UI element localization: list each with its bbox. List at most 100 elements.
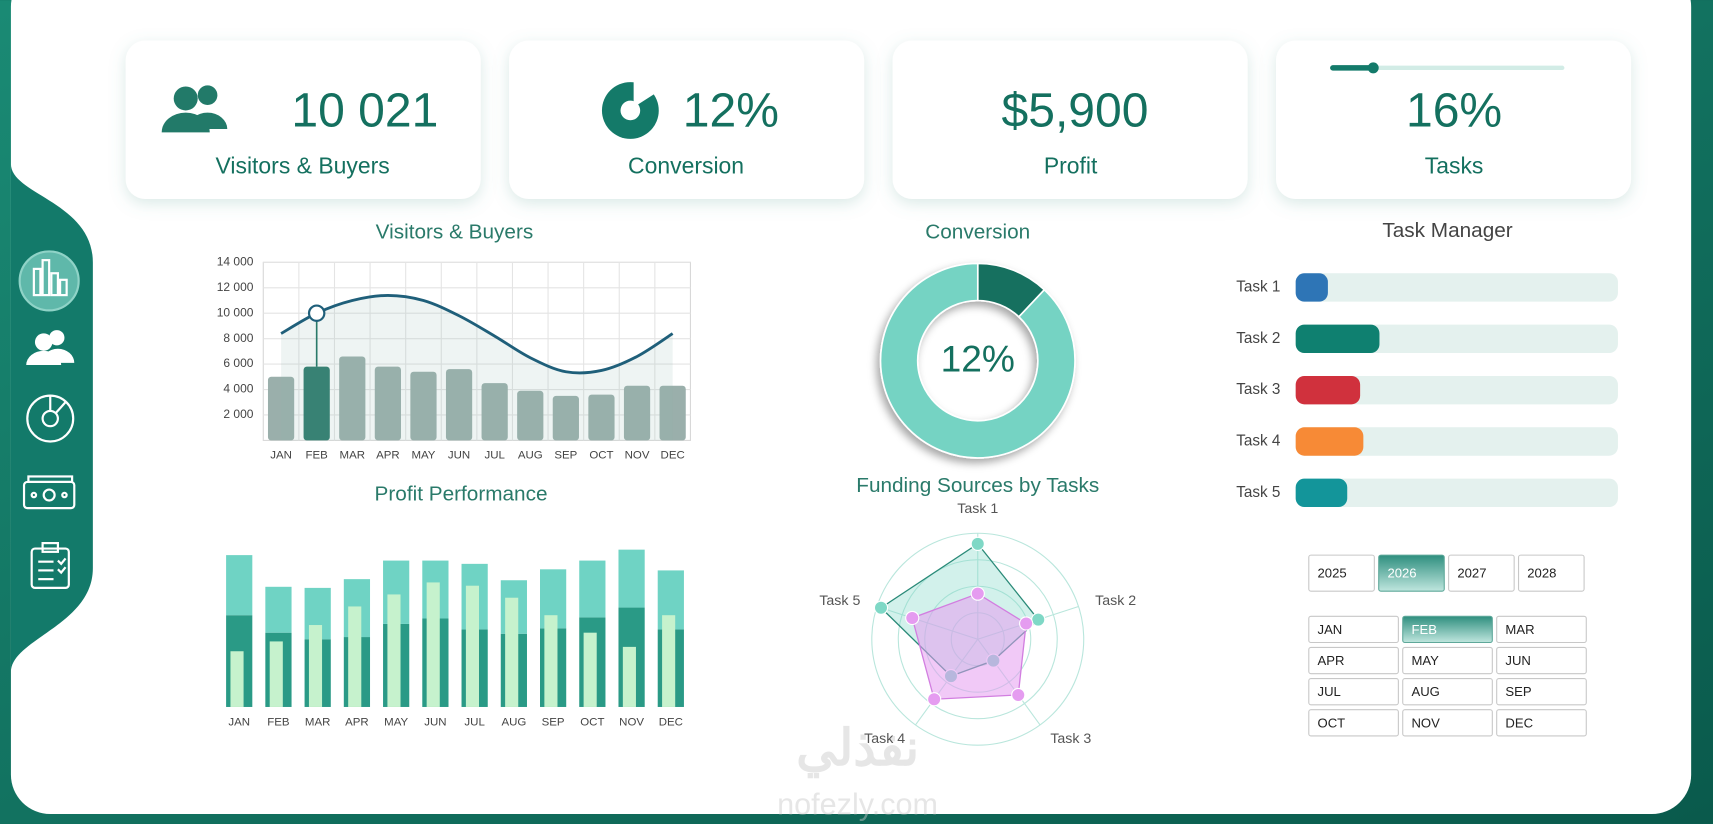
months-button-label: FEB	[1411, 622, 1437, 637]
bar	[588, 394, 615, 441]
bar	[267, 376, 295, 441]
years-button-label: 2025	[1318, 566, 1347, 581]
y-tick-label: 12 000	[217, 280, 254, 294]
chart-title: Funding Sources by Tasks	[856, 474, 1099, 497]
y-tick-label: 10 000	[217, 305, 254, 319]
x-tick-label: OCT	[580, 716, 604, 728]
nav-users[interactable]	[26, 330, 75, 366]
x-tick-label: NOV	[619, 716, 644, 728]
months-button[interactable]	[1496, 646, 1587, 675]
x-tick-label: SEP	[554, 450, 577, 462]
x-tick-label: AUG	[501, 716, 526, 728]
months-button[interactable]	[1402, 709, 1493, 737]
radar-marker	[873, 600, 889, 615]
overlay-bar	[583, 632, 597, 707]
task-track	[1295, 427, 1618, 456]
months-button-label: MAR	[1505, 622, 1534, 637]
kpi-label: Visitors & Buyers	[216, 152, 390, 178]
watermark-arabic: نفذلي	[796, 720, 919, 778]
task-track	[1295, 478, 1618, 508]
line-area	[281, 295, 673, 441]
x-tick-label: JAN	[270, 450, 292, 462]
y-tick-label: 2 000	[223, 407, 253, 421]
slider-knob[interactable]	[1367, 62, 1379, 74]
months-button[interactable]	[1308, 678, 1399, 706]
overlay-bar	[308, 625, 323, 707]
months-button[interactable]	[1496, 678, 1587, 706]
task-bar	[1295, 478, 1348, 508]
radar-marker	[927, 692, 942, 707]
months-button-label: AUG	[1411, 684, 1439, 699]
x-tick-label: NOV	[625, 450, 650, 462]
radar-axis-label: Task 1	[957, 501, 998, 517]
donut	[879, 262, 1076, 459]
task-track	[1295, 375, 1618, 405]
task-bar	[1295, 324, 1380, 354]
nav-conversion[interactable]	[26, 394, 75, 443]
months-button[interactable]	[1496, 615, 1587, 644]
icon-pie-hole	[620, 100, 641, 121]
years-button[interactable]	[1378, 554, 1445, 592]
x-tick-label: OCT	[589, 450, 613, 462]
radar-axis-label: Task 4	[864, 731, 905, 747]
months-button[interactable]	[1402, 615, 1493, 644]
stacked-bar	[618, 549, 645, 608]
task-label: Task 1	[1236, 278, 1280, 295]
nav-tasks[interactable]	[30, 542, 70, 589]
task-label: Task 3	[1236, 381, 1280, 398]
kpi-card	[125, 40, 481, 199]
x-tick-label: APR	[376, 450, 400, 462]
overlay-bar	[269, 641, 283, 707]
x-tick-label: JAN	[228, 716, 250, 728]
x-tick-label: DEC	[659, 716, 683, 728]
radar-axis-label: Task 5	[819, 593, 860, 609]
x-tick-label: JUL	[484, 450, 504, 462]
chart-title: Visitors & Buyers	[376, 220, 534, 243]
months-button[interactable]	[1402, 678, 1493, 706]
years-button-label: 2026	[1387, 566, 1416, 581]
radar-marker	[1019, 616, 1034, 631]
months-button-label: NOV	[1411, 715, 1440, 730]
bar	[552, 395, 579, 441]
bar	[303, 366, 330, 441]
months-button[interactable]	[1308, 615, 1399, 644]
x-tick-label: JUN	[424, 716, 446, 728]
chart-title: Task Manager	[1382, 219, 1512, 242]
task-bar	[1295, 375, 1361, 405]
months-button-label: MAY	[1411, 653, 1439, 668]
kpi-label: Tasks	[1425, 152, 1484, 178]
bar	[481, 383, 508, 441]
stacked-bar	[226, 555, 253, 616]
overlay-bar	[662, 615, 676, 707]
nav-money[interactable]	[22, 475, 76, 510]
years-button[interactable]	[1448, 554, 1515, 592]
months-button-label: JAN	[1318, 622, 1343, 637]
icon-part	[197, 85, 218, 106]
x-tick-label: JUL	[464, 716, 484, 728]
watermark-latin: nofezly.com	[777, 787, 938, 821]
radar-marker	[970, 536, 985, 551]
stacked-bar	[265, 586, 292, 633]
years-button[interactable]	[1517, 554, 1585, 592]
grid-ring	[871, 532, 1085, 746]
x-tick-label: FEB	[306, 450, 329, 462]
bar	[374, 366, 401, 441]
months-button-label: JUL	[1318, 684, 1341, 699]
task-label: Task 2	[1236, 330, 1280, 347]
nav-charts-icon	[32, 259, 68, 297]
kpi-label: Profit	[1044, 152, 1098, 178]
months-button-label: JUN	[1505, 653, 1530, 668]
months-button[interactable]	[1308, 709, 1399, 737]
task-label: Task 5	[1236, 484, 1280, 501]
months-button[interactable]	[1402, 646, 1493, 675]
months-button[interactable]	[1496, 709, 1587, 737]
line	[280, 293, 674, 375]
overlay-bar	[544, 615, 558, 707]
line-marker	[307, 304, 326, 322]
radar-marker	[1011, 687, 1026, 703]
kpi-value: $5,900	[1002, 83, 1149, 137]
kpi-card	[509, 40, 865, 199]
years-button[interactable]	[1308, 554, 1375, 592]
months-button[interactable]	[1308, 646, 1399, 675]
x-tick-label: JUN	[448, 450, 470, 462]
